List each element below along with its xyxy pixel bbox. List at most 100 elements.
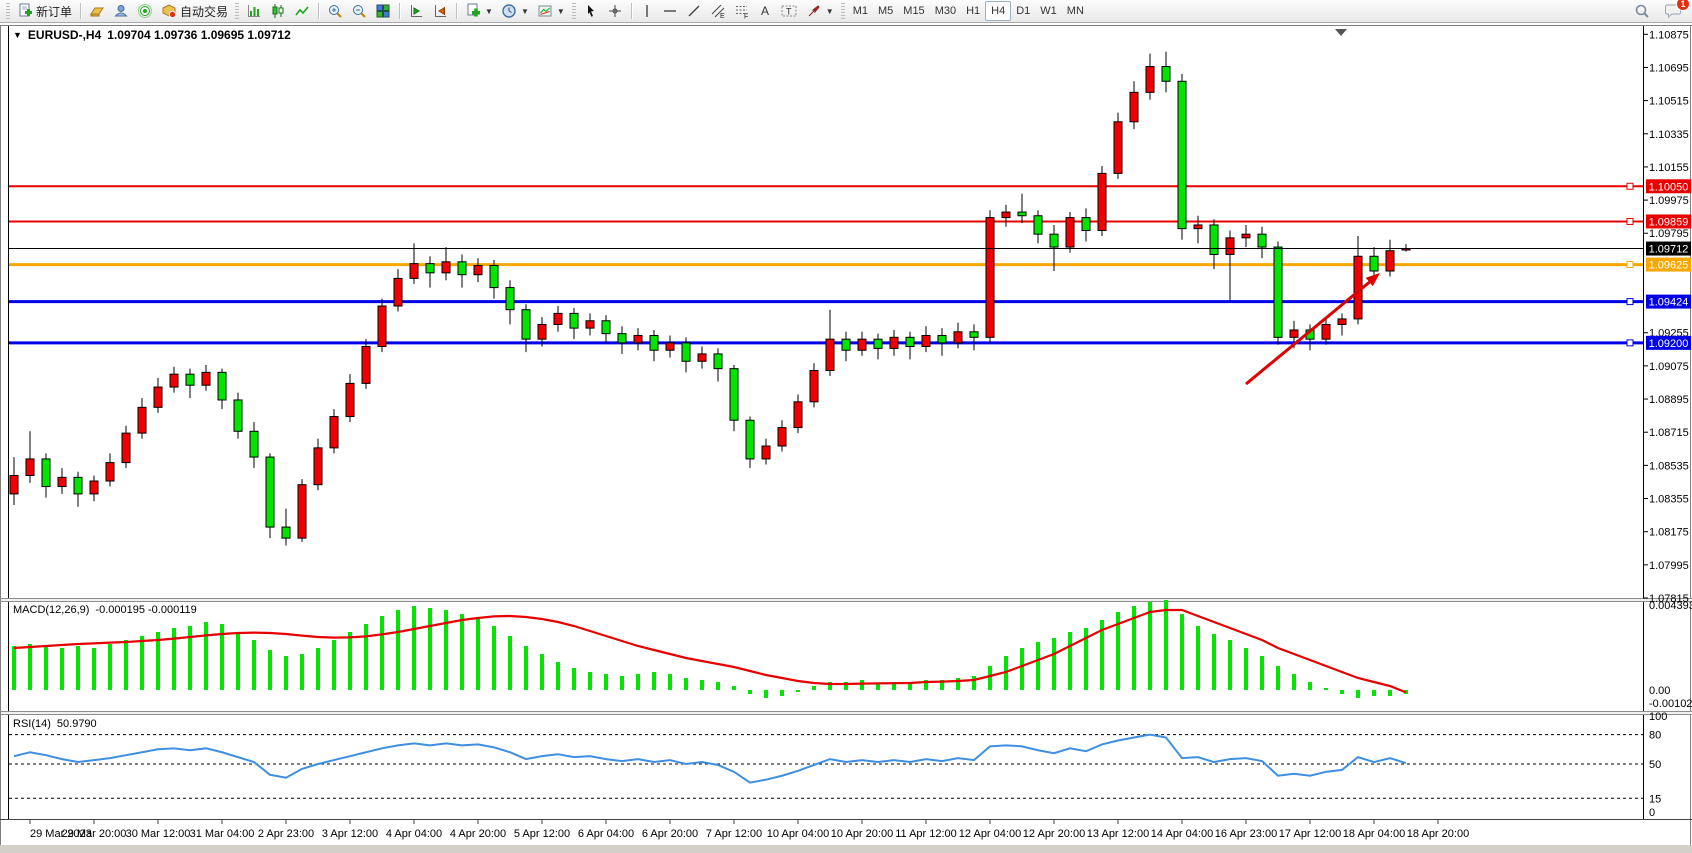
- svg-text:13 Apr 12:00: 13 Apr 12:00: [1087, 828, 1149, 840]
- separator: [318, 3, 320, 19]
- trend-arrow[interactable]: [1245, 273, 1380, 386]
- svg-text:16 Apr 23:00: 16 Apr 23:00: [1215, 828, 1277, 840]
- new-chart-button[interactable]: ▼: [461, 0, 497, 22]
- line-chart-button[interactable]: [290, 0, 314, 22]
- chart-window: 1.10875 1.10695 1.10515 1.10335 1.10155 1.099…: [0, 23, 1692, 848]
- svg-text:1.09975: 1.09975: [1649, 195, 1689, 207]
- autotrade-icon: [162, 4, 177, 19]
- zoom-out-button[interactable]: [347, 0, 371, 22]
- search-button[interactable]: [1630, 0, 1654, 22]
- new-order-label: 新订单: [36, 4, 73, 19]
- bar-chart-button[interactable]: [242, 0, 266, 22]
- svg-text:5 Apr 12:00: 5 Apr 12:00: [514, 828, 570, 840]
- svg-text:29 Mar 2023: 29 Mar 2023: [30, 828, 92, 840]
- candlestick-chart-button[interactable]: [266, 0, 290, 22]
- timeframe-MN[interactable]: MN: [1066, 5, 1084, 17]
- svg-text:1.10695: 1.10695: [1649, 62, 1689, 74]
- separator: [80, 3, 82, 19]
- svg-text:A: A: [761, 4, 769, 18]
- timeframe-H1[interactable]: H1: [966, 5, 981, 17]
- autotrade-button[interactable]: 自动交易: [157, 0, 232, 22]
- svg-text:18 Apr 20:00: 18 Apr 20:00: [1407, 828, 1469, 840]
- toolbar-grip[interactable]: [6, 3, 10, 19]
- search-icon: [1635, 4, 1649, 18]
- toolbar-grip[interactable]: [571, 3, 576, 19]
- signal-button[interactable]: [133, 0, 157, 22]
- new-order-button[interactable]: 新订单: [13, 0, 76, 22]
- notifications-button[interactable]: 1: [1660, 0, 1690, 22]
- price-tag-1.09424: 1.09424: [1646, 294, 1691, 309]
- price-tag-1.09625: 1.09625: [1646, 257, 1691, 272]
- timeframe-M1[interactable]: M1: [852, 5, 868, 17]
- chart-canvas[interactable]: 1.10875 1.10695 1.10515 1.10335 1.10155 1.099…: [0, 23, 1692, 848]
- template-icon: [538, 5, 552, 17]
- svg-text:1.10875: 1.10875: [1649, 29, 1689, 41]
- label-tool-button[interactable]: T: [776, 0, 802, 22]
- fibonacci-tool-button[interactable]: F: [730, 0, 754, 22]
- svg-text:1.09075: 1.09075: [1649, 361, 1689, 373]
- timeframe-D1[interactable]: D1: [1016, 5, 1031, 17]
- level-line-1.09859[interactable]: [9, 217, 1643, 225]
- gold-bar-icon: [90, 7, 104, 17]
- svg-text:31 Mar 04:00: 31 Mar 04:00: [190, 828, 255, 840]
- vertical-line-icon: [646, 5, 648, 17]
- arrows-tool-button[interactable]: ▼: [802, 0, 838, 22]
- svg-text:3 Apr 12:00: 3 Apr 12:00: [322, 828, 378, 840]
- trendline-tool-button[interactable]: [682, 0, 706, 22]
- svg-text:6 Apr 20:00: 6 Apr 20:00: [642, 828, 698, 840]
- svg-text:E: E: [720, 13, 725, 19]
- tile-windows-button[interactable]: [371, 0, 395, 22]
- chart-shift-marker[interactable]: [1335, 29, 1347, 36]
- timeframe-M30[interactable]: M30: [934, 5, 957, 17]
- svg-text:T: T: [786, 7, 792, 17]
- price-axis[interactable]: 1.10875 1.10695 1.10515 1.10335 1.10155 1.099…: [1643, 29, 1692, 819]
- signal-icon: [138, 4, 153, 18]
- market-watch-button[interactable]: [109, 0, 133, 22]
- timeframe-H4[interactable]: H4: [985, 1, 1012, 21]
- svg-text:1.08175: 1.08175: [1649, 527, 1689, 539]
- price-tag-1.10050: 1.10050: [1646, 179, 1691, 194]
- svg-text:6 Apr 04:00: 6 Apr 04:00: [578, 828, 634, 840]
- level-line-1.10050[interactable]: [9, 182, 1643, 190]
- svg-text:F: F: [744, 14, 748, 20]
- svg-text:0.00: 0.00: [1649, 685, 1670, 697]
- level-line-1.09424[interactable]: [9, 298, 1643, 306]
- dropdown-arrow-icon: ▼: [485, 6, 493, 16]
- dropdown-arrow-icon: ▼: [825, 6, 834, 16]
- timeframe-W1[interactable]: W1: [1040, 5, 1057, 17]
- equidistant-channel-icon: E: [711, 4, 725, 19]
- channel-tool-button[interactable]: E: [706, 0, 730, 22]
- zoom-in-button[interactable]: [323, 0, 347, 22]
- timeframe-M15[interactable]: M15: [903, 5, 925, 17]
- gold-bar-button[interactable]: [85, 0, 109, 22]
- timeframe-group: M1 M5 M15 M30 H1 H4 D1 W1 MN: [848, 1, 1089, 21]
- svg-text:14 Apr 04:00: 14 Apr 04:00: [1151, 828, 1213, 840]
- svg-text:4 Apr 04:00: 4 Apr 04:00: [386, 828, 442, 840]
- svg-text:1.10515: 1.10515: [1649, 96, 1689, 108]
- period-button[interactable]: ▼: [497, 0, 533, 22]
- svg-text:1.08355: 1.08355: [1649, 494, 1689, 506]
- svg-text:2 Apr 23:00: 2 Apr 23:00: [258, 828, 314, 840]
- cursor-icon: [587, 5, 594, 17]
- svg-text:0.004393: 0.004393: [1649, 600, 1692, 612]
- toolbar-grip[interactable]: [840, 3, 845, 19]
- text-tool-button[interactable]: A: [754, 0, 776, 22]
- price-tag-1.09712: 1.09712: [1646, 241, 1691, 256]
- auto-scroll-button[interactable]: [404, 0, 428, 22]
- vline-tool-button[interactable]: [636, 0, 658, 22]
- templates-button[interactable]: ▼: [533, 0, 569, 22]
- crosshair-icon: [608, 5, 621, 17]
- timeframe-M5[interactable]: M5: [878, 5, 894, 17]
- svg-text:1.10155: 1.10155: [1649, 162, 1689, 174]
- horizontal-line-icon: [663, 10, 676, 12]
- svg-text:1.09859: 1.09859: [1649, 216, 1689, 228]
- crosshair-tool-button[interactable]: [603, 0, 627, 22]
- cursor-tool-button[interactable]: [579, 0, 603, 22]
- hline-tool-button[interactable]: [658, 0, 682, 22]
- toolbar-grip[interactable]: [235, 3, 240, 19]
- svg-text:30 Mar 12:00: 30 Mar 12:00: [126, 828, 191, 840]
- svg-text:80: 80: [1649, 730, 1661, 742]
- chart-shift-button[interactable]: [428, 0, 452, 22]
- svg-text:4 Apr 20:00: 4 Apr 20:00: [450, 828, 506, 840]
